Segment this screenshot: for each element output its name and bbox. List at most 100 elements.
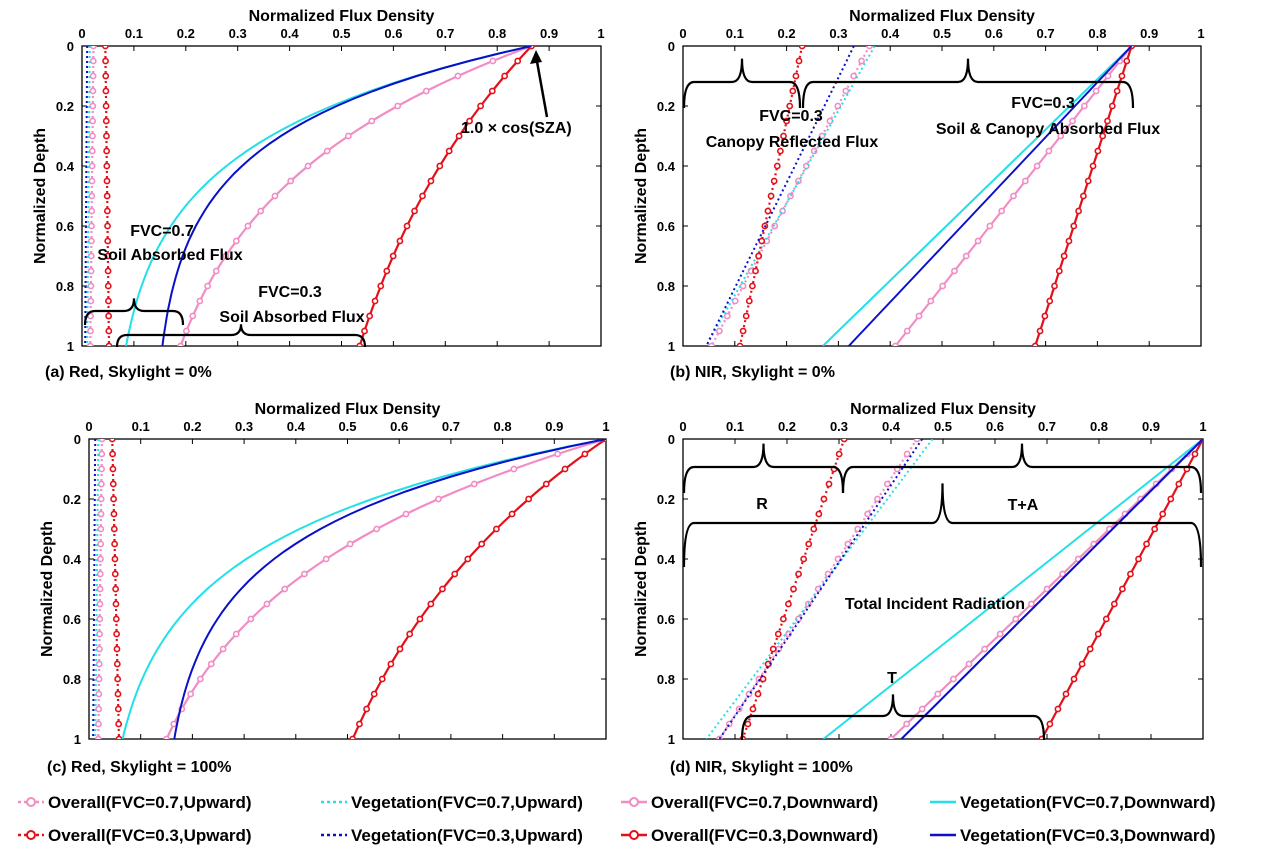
data-point <box>454 72 462 80</box>
data-point <box>723 312 731 320</box>
x-tick-label: 0.7 <box>442 419 460 434</box>
data-point <box>951 267 958 275</box>
data-point <box>755 252 763 260</box>
x-tick-label: 1 <box>1199 419 1206 434</box>
arrow-head <box>530 50 542 64</box>
y-tick-label: 0.4 <box>56 159 75 174</box>
data-point <box>1080 192 1087 200</box>
data-point <box>820 495 828 503</box>
data-point <box>189 312 197 320</box>
series-line-veg07_down <box>121 439 606 739</box>
data-point <box>109 450 117 458</box>
data-point <box>389 252 397 260</box>
y-tick-label: 0.2 <box>657 99 675 114</box>
x-tick-label: 0.6 <box>986 419 1004 434</box>
data-point <box>113 660 121 668</box>
legend-item: Vegetation(FVC=0.3,Upward) <box>321 826 583 845</box>
data-point <box>356 720 363 728</box>
legend-marker <box>26 797 36 807</box>
data-point <box>903 720 910 728</box>
annotation-label: FVC=0.7 <box>130 223 194 240</box>
data-point <box>510 465 518 473</box>
data-point <box>103 147 111 155</box>
data-point <box>402 510 410 518</box>
series-line-veg03_up <box>92 439 97 739</box>
y-tick-label: 0.6 <box>63 612 81 627</box>
data-point <box>88 147 96 155</box>
data-point <box>439 585 446 593</box>
data-point <box>1167 495 1175 503</box>
x-tick-label: 0.9 <box>540 26 558 41</box>
data-point <box>1119 585 1126 593</box>
data-point <box>112 600 120 608</box>
data-point <box>744 720 752 728</box>
series-line-veg03_up <box>718 439 924 739</box>
data-point <box>1108 102 1116 110</box>
data-point <box>104 252 112 260</box>
x-tick-label: 0.9 <box>1142 419 1160 434</box>
data-point <box>1075 207 1082 215</box>
x-tick-label: 0.9 <box>1140 26 1158 41</box>
data-point <box>87 267 95 275</box>
series-group <box>705 46 1135 346</box>
data-point <box>103 132 110 140</box>
data-point <box>716 735 723 739</box>
data-point <box>927 297 935 305</box>
data-point <box>866 46 873 50</box>
data-point <box>986 222 994 230</box>
data-point <box>1175 480 1183 488</box>
annotations-d: R T+A Total Incident Radiation T <box>682 443 1203 741</box>
x-tick-label: 0.2 <box>183 419 201 434</box>
brace <box>682 58 802 109</box>
annotation-label: 1.0 × cos(SZA) <box>461 120 572 137</box>
data-point <box>378 675 386 683</box>
data-point <box>1043 585 1051 593</box>
data-point <box>903 327 911 335</box>
legend-label: Vegetation(FVC=0.3,Downward) <box>960 826 1216 845</box>
data-point <box>97 480 105 488</box>
data-point <box>247 615 255 623</box>
data-point <box>1069 117 1076 125</box>
data-point <box>87 282 95 290</box>
data-point <box>344 132 352 140</box>
x-tick-label: 0.1 <box>726 419 744 434</box>
data-point <box>1057 132 1065 140</box>
annotation-label: FVC=0.3 <box>759 108 823 125</box>
legend-item: Vegetation(FVC=0.7,Downward) <box>930 793 1216 812</box>
data-point <box>1104 117 1111 125</box>
data-point <box>1046 297 1054 305</box>
data-point <box>708 342 715 346</box>
series-line-veg03_down <box>173 439 606 739</box>
y-tick-label: 0 <box>67 39 74 54</box>
annotation-label: T+A <box>1008 497 1039 514</box>
series-line-veg03_down <box>161 46 532 346</box>
y-tick-label: 0.8 <box>63 672 81 687</box>
data-point <box>934 690 942 698</box>
legend-item: Overall(FVC=0.7,Upward) <box>18 793 252 812</box>
data-point <box>785 600 792 608</box>
data-point <box>542 480 550 488</box>
data-point <box>96 600 104 608</box>
data-point <box>323 147 331 155</box>
x-tick-label: 0.2 <box>778 26 796 41</box>
brace <box>682 483 1203 568</box>
data-point <box>212 267 220 275</box>
panel-caption: (d) NIR, Skylight = 100% <box>670 759 853 776</box>
data-point <box>368 117 376 125</box>
data-point <box>493 525 500 533</box>
data-point <box>110 495 118 503</box>
annotation-arrow <box>534 55 549 118</box>
data-point <box>874 495 881 503</box>
data-point <box>769 645 777 653</box>
x-tick-label: 0.1 <box>132 419 150 434</box>
plot-area <box>88 438 607 740</box>
data-point <box>514 57 522 65</box>
data-point <box>1062 690 1070 698</box>
data-point <box>435 495 442 503</box>
data-point <box>112 585 120 593</box>
data-point <box>387 660 395 668</box>
annotations-b: FVC=0.3 Canopy Reflected Flux FVC=0.3 Soil … <box>682 58 1160 151</box>
data-point <box>366 312 374 320</box>
legend-marker <box>629 797 639 807</box>
